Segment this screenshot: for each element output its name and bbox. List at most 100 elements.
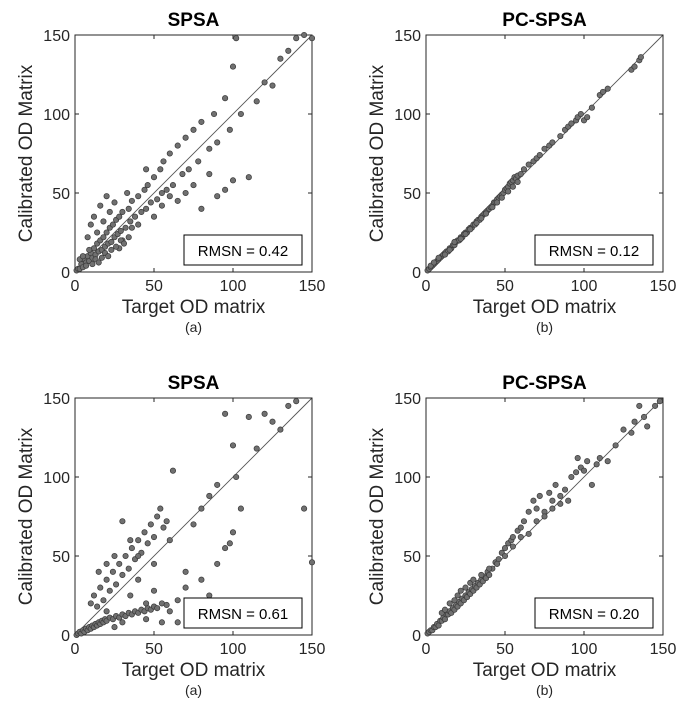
data-point <box>190 126 197 133</box>
data-point <box>198 505 205 512</box>
data-point <box>117 227 124 234</box>
panel-caption: (a) <box>185 682 202 698</box>
data-point <box>128 224 135 231</box>
data-point <box>95 259 102 266</box>
x-tick-label: 100 <box>220 641 247 658</box>
data-point <box>158 189 165 197</box>
data-point <box>144 540 151 547</box>
x-tick-label: 100 <box>571 641 598 658</box>
data-point <box>656 398 663 405</box>
data-point <box>206 170 213 178</box>
data-point <box>141 186 148 193</box>
data-point <box>100 234 107 241</box>
data-point <box>150 587 158 594</box>
data-point <box>103 560 110 567</box>
data-point <box>198 576 205 583</box>
data-point <box>135 221 142 228</box>
data-point <box>549 505 556 512</box>
data-point <box>163 601 170 609</box>
data-point <box>87 221 94 228</box>
x-axis-label: Target OD matrix <box>473 297 617 318</box>
chart-title: PC-SPSA <box>502 373 587 394</box>
data-point <box>119 208 126 216</box>
data-point <box>580 467 588 474</box>
data-point <box>214 139 221 146</box>
data-point <box>584 114 591 121</box>
data-point <box>157 166 164 173</box>
data-point <box>525 508 532 515</box>
data-point <box>94 229 101 236</box>
y-tick-label: 150 <box>394 28 421 45</box>
data-point <box>620 426 627 433</box>
x-axis-label: Target OD matrix <box>473 660 617 681</box>
data-point <box>169 182 177 189</box>
data-point <box>530 497 537 504</box>
scatter-panel-2: 00 50 50 100 100 150 150 PC-SPSA Target OD matri… <box>367 10 676 335</box>
x-axis-label: Target OD matrix <box>122 660 266 681</box>
rmsn-label: RMSN = 0.42 <box>198 243 288 260</box>
data-point <box>525 161 532 168</box>
y-tick-label: 100 <box>394 107 421 124</box>
data-point <box>106 587 113 594</box>
data-point <box>435 254 442 261</box>
x-tick-label: 100 <box>220 278 247 295</box>
data-point <box>150 533 158 541</box>
data-point <box>631 418 638 425</box>
data-point <box>549 497 556 504</box>
data-point <box>301 31 308 39</box>
data-point <box>285 402 292 409</box>
data-point <box>245 174 252 181</box>
data-point <box>557 492 564 500</box>
data-point <box>441 606 449 613</box>
data-point <box>308 35 316 42</box>
scatter-panel-4: 00 50 50 100 100 150 150 PC-SPSA Target OD matri… <box>367 373 676 698</box>
data-point <box>501 552 509 560</box>
data-point <box>113 581 120 588</box>
data-point <box>593 461 600 468</box>
data-point <box>574 454 581 462</box>
data-point <box>546 489 553 496</box>
data-point <box>103 608 110 615</box>
data-point <box>158 202 165 209</box>
data-point <box>486 565 493 572</box>
data-point <box>90 592 98 599</box>
data-point <box>125 234 132 241</box>
x-tick-label: 100 <box>571 278 598 295</box>
y-axis-label: Calibrated OD Matrix <box>367 64 388 242</box>
data-point <box>652 402 659 409</box>
data-point <box>89 261 96 268</box>
data-point <box>541 145 548 152</box>
data-point <box>113 243 120 250</box>
data-point <box>135 537 142 544</box>
data-point <box>451 597 458 604</box>
panel-caption: (a) <box>185 319 202 335</box>
data-point <box>552 481 559 488</box>
data-point <box>253 445 260 452</box>
data-point <box>182 568 189 575</box>
data-point <box>505 188 512 195</box>
rmsn-box <box>534 597 654 629</box>
data-point <box>588 481 595 488</box>
data-point <box>430 259 437 266</box>
data-point <box>261 410 268 417</box>
data-point <box>79 253 86 260</box>
x-tick-label: 150 <box>650 641 677 658</box>
data-point <box>174 619 181 626</box>
data-point <box>514 178 521 185</box>
data-point <box>210 110 218 118</box>
data-point <box>636 402 643 409</box>
data-point <box>103 229 110 236</box>
data-point <box>169 467 177 474</box>
data-point <box>631 63 638 70</box>
data-point <box>596 454 603 462</box>
scatter-panel-3: 00 50 50 100 100 150 150 SPSA Target OD matrix Ca… <box>16 373 325 698</box>
data-point <box>195 158 202 165</box>
x-tick-label: 150 <box>299 278 326 295</box>
data-point <box>111 624 118 631</box>
data-point <box>612 442 619 449</box>
data-point <box>628 429 635 436</box>
data-point <box>536 492 543 500</box>
data-point <box>108 238 115 246</box>
data-point <box>470 576 477 583</box>
data-point <box>269 82 276 89</box>
